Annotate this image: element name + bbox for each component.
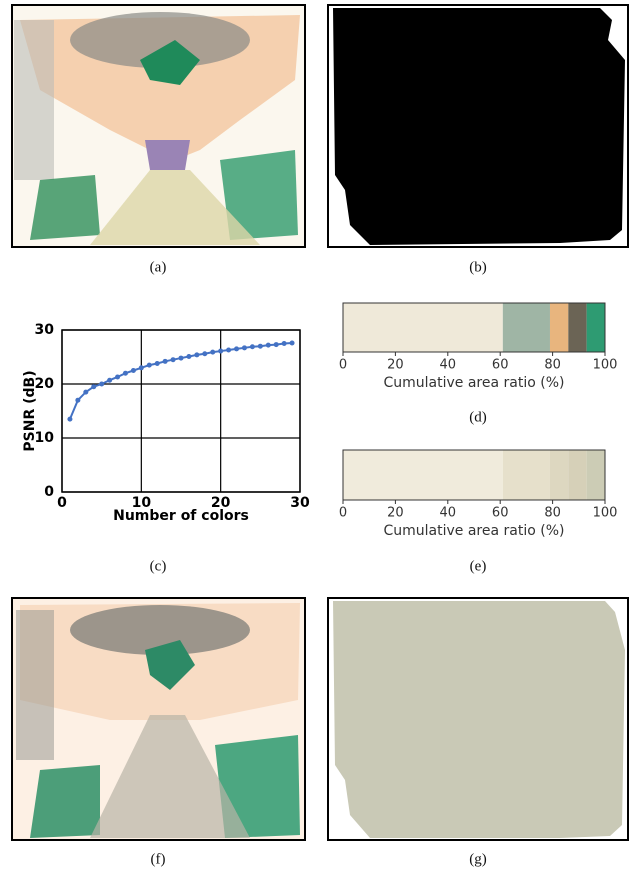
bar-segment	[502, 450, 550, 500]
image-b	[327, 4, 629, 248]
point	[273, 342, 279, 348]
image-a	[11, 4, 306, 248]
point	[194, 352, 200, 358]
bar-segment	[343, 303, 503, 352]
point	[265, 342, 271, 348]
x-tick-label: 0	[339, 358, 347, 373]
bar-segment	[549, 303, 569, 352]
caption: (a)	[150, 259, 167, 275]
point	[186, 353, 192, 359]
point	[154, 360, 160, 366]
caption: (g)	[469, 851, 487, 867]
point	[178, 355, 184, 361]
x-tick-label: 80	[544, 506, 561, 521]
y-tick-label: 20	[35, 376, 55, 392]
x-axis-label: Cumulative area ratio (%)	[384, 523, 565, 539]
y-tick-label: 0	[44, 484, 54, 500]
point	[138, 365, 144, 371]
bar-segment	[586, 303, 605, 352]
plot-frame	[61, 329, 301, 493]
point	[289, 340, 295, 346]
x-tick-label: 30	[290, 495, 310, 511]
caption: (b)	[469, 259, 487, 275]
caption: (d)	[469, 409, 487, 425]
point	[130, 368, 136, 373]
point	[249, 344, 255, 350]
point	[67, 416, 73, 422]
image-g	[327, 597, 629, 841]
line	[69, 341, 293, 420]
y-tick-label: 30	[35, 322, 55, 338]
x-tick-label: 0	[339, 506, 347, 521]
bar-segment	[568, 303, 587, 352]
point	[241, 345, 247, 351]
bar-frame	[342, 302, 606, 353]
x-tick-label: 40	[440, 506, 457, 521]
bar-frame	[342, 449, 606, 501]
point	[75, 397, 81, 403]
point	[257, 343, 263, 349]
point	[83, 389, 89, 395]
x-tick-label: 10	[132, 495, 152, 511]
x-tick-label: 0	[57, 495, 67, 511]
y-tick-label: 10	[35, 430, 55, 446]
caption: (e)	[470, 558, 487, 574]
x-tick-label: 80	[544, 358, 561, 373]
x-axis-label: Number of colors	[113, 508, 249, 524]
point	[115, 374, 121, 380]
point	[281, 341, 287, 346]
bar-segment	[568, 450, 587, 500]
point	[210, 349, 216, 355]
bar-segment	[343, 450, 503, 500]
x-tick-label: 20	[211, 495, 231, 511]
x-tick-label: 60	[492, 358, 509, 373]
image-f	[11, 597, 306, 841]
point	[202, 351, 208, 357]
x-tick-label: 60	[492, 506, 509, 521]
caption: (f)	[151, 851, 166, 867]
point	[234, 346, 240, 352]
point	[122, 370, 128, 376]
bar-segment	[586, 450, 605, 500]
y-axis-label: PSNR (dB)	[22, 370, 38, 451]
point	[170, 357, 176, 363]
bar-segment	[502, 303, 550, 352]
caption: (c)	[150, 558, 167, 574]
point	[162, 358, 168, 364]
point	[107, 377, 113, 383]
point	[226, 347, 232, 353]
point	[218, 348, 224, 354]
x-tick-label: 40	[440, 358, 457, 373]
x-tick-label: 20	[387, 358, 404, 373]
x-axis-label: Cumulative area ratio (%)	[384, 375, 565, 391]
x-tick-label: 100	[593, 358, 618, 373]
point	[99, 381, 105, 387]
x-tick-label: 100	[593, 506, 618, 521]
bar-segment	[549, 450, 569, 500]
x-tick-label: 20	[387, 506, 404, 521]
point	[91, 384, 97, 390]
point	[146, 362, 152, 368]
